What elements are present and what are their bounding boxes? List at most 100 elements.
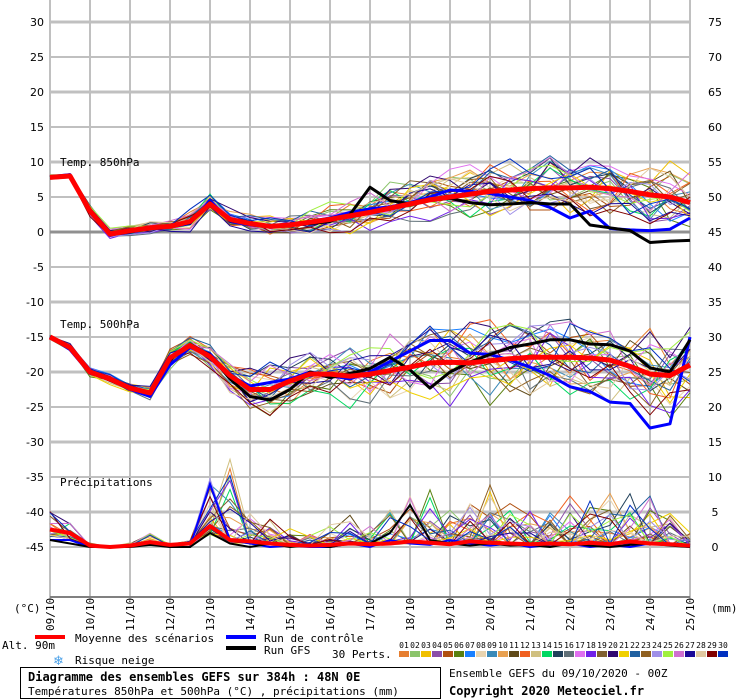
y-left-tick-label: 30 (30, 16, 44, 29)
y-left-tick-label: -5 (33, 261, 44, 274)
member-id-label: 09 (487, 641, 497, 650)
member-color-swatch (619, 651, 629, 657)
y-right-tick-label: 35 (708, 296, 722, 309)
member-id-label: 07 (465, 641, 475, 650)
member-25-precip (49, 513, 691, 548)
chart-title: Diagramme des ensembles GEFS sur 384h : … (28, 670, 360, 684)
member-color-swatch (476, 651, 486, 657)
member-id-label: 06 (454, 641, 464, 650)
y-left-tick-label: -15 (26, 331, 44, 344)
legend-snow-label: Risque neige (75, 654, 154, 667)
y-right-tick-label: 20 (708, 401, 722, 414)
member-id-label: 25 (663, 641, 673, 650)
member-color-swatch (696, 651, 706, 657)
y-left-tick-label: 15 (30, 121, 44, 134)
y-left-tick-label: -35 (26, 471, 44, 484)
member-id-label: 23 (641, 641, 651, 650)
y-right-tick-label: 70 (708, 51, 722, 64)
x-tick-label: 19/10 (444, 598, 457, 631)
member-color-swatch (575, 651, 585, 657)
y-left-tick-label: -20 (26, 366, 44, 379)
member-id-label: 20 (608, 641, 618, 650)
member-id-label: 11 (509, 641, 519, 650)
member-color-swatch (443, 651, 453, 657)
y-left-tick-label: 25 (30, 51, 44, 64)
legend: Moyenne des scénarios Run de contrôle Ru… (35, 632, 728, 669)
member-color-swatch (553, 651, 563, 657)
x-tick-label: 09/10 (44, 598, 57, 631)
y-left-tick-label: 0 (37, 226, 44, 239)
x-tick-label: 24/10 (644, 598, 657, 631)
legend-control-label: Run de contrôle (264, 632, 363, 645)
member-id-label: 27 (685, 641, 695, 650)
label-850hpa: Temp. 850hPa (60, 156, 139, 169)
x-tick-label: 13/10 (204, 598, 217, 631)
member-id-label: 13 (531, 641, 541, 650)
member-id-label: 26 (674, 641, 684, 650)
member-id-label: 14 (542, 641, 552, 650)
y-right-tick-label: 40 (708, 261, 722, 274)
member-color-swatch (399, 651, 409, 657)
y-right-tick-label: 45 (708, 226, 722, 239)
member-color-swatch (454, 651, 464, 657)
member-color-swatch (652, 651, 662, 657)
member-color-swatch (509, 651, 519, 657)
x-tick-label: 11/10 (124, 598, 137, 631)
y-right-tick-label: 0 (712, 541, 719, 554)
member-color-swatch (641, 651, 651, 657)
member-id-label: 08 (476, 641, 486, 650)
member-color-swatch (421, 651, 431, 657)
member-id-label: 18 (586, 641, 596, 650)
y-left-tick-label: 20 (30, 86, 44, 99)
x-tick-label: 12/10 (164, 598, 177, 631)
member-color-swatch (531, 651, 541, 657)
member-id-label: 22 (630, 641, 640, 650)
y-right-tick-label: 25 (708, 366, 722, 379)
legend-control-swatch (226, 635, 256, 639)
member-color-swatch (707, 651, 717, 657)
member-id-label: 10 (498, 641, 508, 650)
label-500hpa: Temp. 500hPa (60, 318, 139, 331)
member-color-swatch (630, 651, 640, 657)
y-left-tick-label: -30 (26, 436, 44, 449)
x-tick-label: 25/10 (684, 598, 697, 631)
member-id-label: 01 (399, 641, 409, 650)
member-color-swatch (597, 651, 607, 657)
member-color-swatch (586, 651, 596, 657)
member-id-label: 30 (718, 641, 728, 650)
y-left-tick-label: -45 (26, 541, 44, 554)
y-left-tick-label: -10 (26, 296, 44, 309)
snowflake-icon: ❄ (53, 654, 64, 669)
member-color-swatch (432, 651, 442, 657)
member-id-label: 02 (410, 641, 420, 650)
y-right-tick-label: 15 (708, 436, 722, 449)
chart-subtitle: Températures 850hPa et 500hPa (°C) , pré… (28, 685, 399, 698)
member-id-label: 12 (520, 641, 530, 650)
mean-t500-line (48, 334, 692, 396)
y-left-tick-label: 5 (37, 191, 44, 204)
right-unit: (mm) (711, 602, 738, 615)
x-tick-label: 10/10 (84, 598, 97, 631)
member-color-swatch (608, 651, 618, 657)
y-right-tick-label: 50 (708, 191, 722, 204)
member-id-label: 15 (553, 641, 563, 650)
mean-t850-line (49, 173, 691, 237)
legend-gfs-label: Run GFS (264, 644, 310, 657)
y-left-tick-label: 10 (30, 156, 44, 169)
member-color-swatch (674, 651, 684, 657)
x-tick-label: 21/10 (524, 598, 537, 631)
legend-mean-swatch (35, 635, 65, 639)
mean-precip-line (49, 524, 691, 549)
member-color-swatch (718, 651, 728, 657)
member-color-swatch (542, 651, 552, 657)
label-precip: Précipitations (60, 476, 153, 489)
title-box (20, 667, 441, 699)
y-right-tick-label: 5 (712, 506, 719, 519)
member-swatches: 01 02 03 04 05 06 07 08 09 10 11 12 13 14 15 16 17 18 19 20… (399, 641, 728, 657)
member-id-label: 16 (564, 641, 574, 650)
member-id-label: 19 (597, 641, 607, 650)
member-color-swatch (564, 651, 574, 657)
x-tick-label: 18/10 (404, 598, 417, 631)
y-right-tick-label: 55 (708, 156, 722, 169)
